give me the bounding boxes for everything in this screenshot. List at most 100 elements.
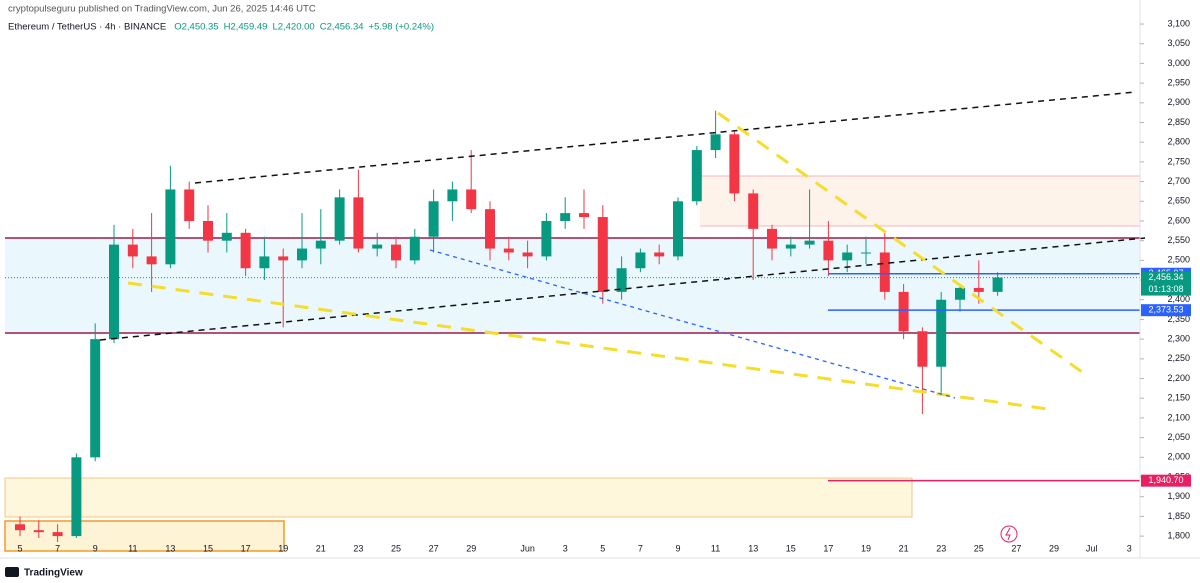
supply-zone	[700, 176, 1140, 226]
candle-body	[767, 228, 777, 249]
candle-body	[710, 134, 721, 151]
x-tick-label: 23	[353, 543, 363, 553]
y-tick-label: 2,550	[1167, 235, 1190, 245]
x-tick-label: 13	[748, 543, 758, 553]
x-tick-label: 5	[600, 543, 605, 553]
candle-body	[616, 268, 627, 292]
brand: TradingView	[24, 568, 83, 579]
candle-body	[146, 256, 157, 265]
event-icon-bolt	[1005, 527, 1011, 541]
candle-body	[729, 134, 740, 194]
y-tick-label: 2,100	[1167, 412, 1190, 422]
candle-body	[579, 213, 589, 218]
candle-body	[447, 189, 458, 202]
ohlc-legend: O2,450.35 H2,459.49 L2,420.00 C2,456.34 +5.9…	[174, 22, 434, 33]
candle-body	[127, 244, 138, 257]
candle-body	[372, 244, 383, 249]
y-tick-label: 2,350	[1167, 314, 1190, 324]
candle-body	[654, 252, 665, 257]
y-tick-label: 2,850	[1167, 117, 1190, 127]
plot	[5, 110, 1140, 543]
candle-body	[879, 252, 890, 292]
y-tick-label: 2,900	[1167, 97, 1190, 107]
trend-yellow-lower	[127, 281, 1056, 412]
x-tick-label: 3	[1127, 543, 1132, 553]
x-tick-label: 25	[974, 543, 984, 553]
price-label: 2,456.34	[1148, 272, 1183, 282]
y-tick-label: 2,150	[1167, 393, 1190, 403]
ohlc-value: H2,459.49	[224, 22, 268, 33]
brand-logo	[5, 567, 19, 577]
ohlc-value: O2,450.35	[174, 22, 218, 33]
y-tick-label: 2,650	[1167, 196, 1190, 206]
y-tick-label: 3,050	[1167, 38, 1190, 48]
x-tick-label: 17	[241, 543, 251, 553]
x-tick-label: 11	[711, 543, 720, 553]
x-tick-label: 15	[203, 543, 213, 553]
candle-body	[503, 248, 514, 253]
x-tick-label: 29	[1049, 543, 1059, 553]
y-tick-label: 2,050	[1167, 432, 1190, 442]
candle-body	[409, 236, 420, 261]
y-tick-label: 1,800	[1167, 530, 1190, 540]
ohlc-value: +5.98 (+0.24%)	[369, 22, 435, 33]
price-label: 1,940.70	[1148, 475, 1183, 485]
candle-body	[823, 240, 834, 261]
candle-body	[485, 209, 495, 249]
y-tick-label: 2,950	[1167, 77, 1190, 87]
x-tick-label: 9	[93, 543, 98, 553]
candle-body	[184, 189, 195, 221]
y-tick-label: 2,750	[1167, 156, 1190, 166]
candle-body	[391, 244, 401, 261]
price-label-bg	[1141, 304, 1191, 317]
candle-body	[240, 232, 251, 269]
x-tick-label: Jun	[520, 543, 535, 553]
trend-yellow-upper	[717, 111, 1083, 374]
candle-body	[278, 256, 289, 261]
x-tick-label: 11	[128, 543, 137, 553]
x-tick-label: 13	[165, 543, 175, 553]
y-tick-label: 2,800	[1167, 137, 1190, 147]
candle-body	[90, 339, 101, 458]
candle-body	[541, 220, 552, 257]
candle-body	[804, 240, 815, 245]
candle-body	[955, 287, 965, 300]
x-tick-label: 23	[936, 543, 946, 553]
candle-body	[898, 291, 909, 332]
y-tick-label: 1,900	[1167, 491, 1190, 501]
candle-body	[691, 150, 702, 202]
x-tick-label: 27	[1011, 543, 1021, 553]
candle-body	[297, 248, 307, 261]
candle-body	[52, 532, 63, 537]
x-tick-label: Jul	[1086, 543, 1098, 553]
price-label-bg	[1141, 474, 1191, 487]
x-tick-label: 15	[786, 543, 796, 553]
candle-body	[785, 244, 796, 249]
y-tick-label: 2,600	[1167, 215, 1190, 225]
countdown: 01:13:08	[1148, 284, 1183, 294]
candle-body	[109, 244, 119, 340]
candle-body	[203, 220, 213, 241]
candle-body	[992, 277, 1003, 292]
candle-body	[936, 299, 947, 367]
symbol-title: Ethereum / TetherUS · 4h · BINANCE	[8, 22, 166, 33]
y-tick-label: 2,300	[1167, 334, 1190, 344]
ohlc-value: C2,456.34	[320, 22, 364, 33]
y-tick-label: 3,000	[1167, 58, 1190, 68]
candle-body	[221, 232, 232, 241]
candle-body	[560, 213, 571, 221]
candle-body	[334, 197, 345, 241]
y-tick-label: 2,200	[1167, 373, 1190, 383]
x-tick-label: 21	[899, 543, 909, 553]
x-tick-label: 21	[316, 543, 326, 553]
price-label-bg	[1141, 271, 1191, 296]
candle-body	[466, 189, 477, 210]
candle-body	[71, 457, 82, 537]
demand-zone	[4, 477, 913, 518]
x-tick-label: 17	[823, 543, 833, 553]
ohlc-value: L2,420.00	[272, 22, 314, 33]
x-tick-label: 9	[675, 543, 680, 553]
candle-body	[861, 252, 871, 254]
demand-zone-low	[4, 520, 285, 552]
